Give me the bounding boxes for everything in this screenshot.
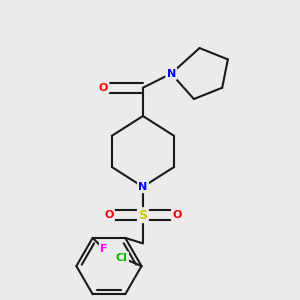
Text: O: O [99, 83, 108, 93]
Text: Cl: Cl [116, 253, 127, 262]
Text: F: F [100, 244, 108, 254]
Text: N: N [138, 182, 148, 192]
Text: O: O [104, 210, 114, 220]
Text: N: N [167, 69, 176, 79]
Text: O: O [172, 210, 182, 220]
Text: S: S [138, 208, 147, 222]
